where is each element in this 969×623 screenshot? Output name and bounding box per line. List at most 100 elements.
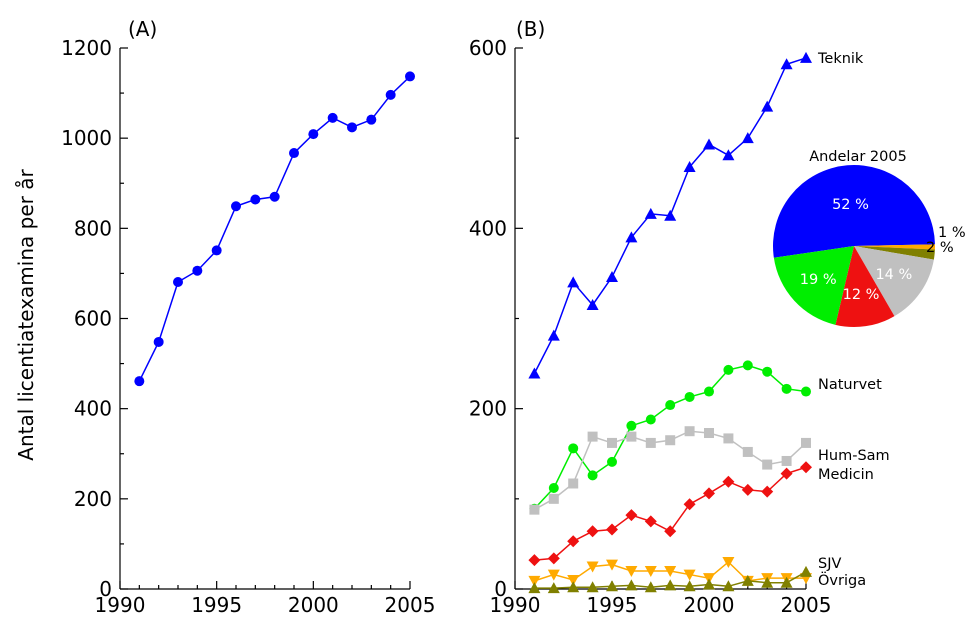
- data-point: [327, 112, 338, 123]
- data-point: [742, 446, 753, 457]
- series-label: Hum-Sam: [818, 448, 890, 464]
- data-point: [529, 504, 540, 515]
- data-point: [586, 581, 599, 593]
- panel-a: 0 200 400 600 800 1000 1200 1990 1995 2000 2005 (A)…: [14, 17, 435, 617]
- data-point: [704, 386, 714, 397]
- pie-slice-label: 19 %: [800, 272, 837, 288]
- series-teknik: Teknik: [528, 51, 864, 379]
- data-point: [684, 391, 695, 402]
- data-point: [801, 386, 811, 397]
- series-medicin: Medicin: [528, 461, 874, 567]
- data-point: [547, 582, 560, 594]
- data-point: [762, 366, 773, 377]
- data-point: [547, 569, 560, 581]
- data-point: [781, 455, 792, 466]
- pie-slice: [835, 246, 895, 328]
- data-point: [567, 581, 580, 593]
- panel-label: (A): [128, 17, 157, 41]
- data-point: [704, 428, 714, 439]
- data-point: [664, 579, 677, 591]
- data-point: [587, 470, 598, 481]
- data-point: [723, 364, 734, 375]
- data-point: [586, 298, 599, 310]
- data-point: [173, 276, 183, 287]
- data-point: [528, 367, 541, 379]
- data-point: [606, 523, 618, 536]
- y-tick-label: 600: [469, 36, 507, 60]
- pie-slice-label: 1 %: [938, 225, 966, 241]
- data-point: [347, 122, 357, 133]
- data-point: [780, 467, 793, 480]
- data-point: [665, 400, 676, 411]
- series--vriga: Övriga: [528, 565, 866, 594]
- data-point: [800, 461, 812, 474]
- data-point: [801, 437, 811, 448]
- data-point: [800, 565, 812, 577]
- data-point: [722, 149, 735, 161]
- data-point: [405, 71, 415, 82]
- panel-label: (B): [516, 17, 545, 41]
- data-point: [780, 58, 793, 70]
- data-point: [664, 209, 677, 221]
- data-point: [741, 574, 754, 586]
- data-point: [547, 329, 560, 341]
- data-point: [607, 437, 617, 448]
- data-point: [567, 276, 580, 288]
- data-point: [528, 575, 541, 587]
- series-label: Medicin: [818, 467, 874, 483]
- pie-slice-label: 52 %: [832, 197, 869, 213]
- x-tick-label: 2000: [288, 593, 339, 617]
- pie-slice: [854, 244, 936, 250]
- data-point: [528, 582, 541, 594]
- y-tick-label: 1200: [61, 36, 112, 60]
- data-point: [683, 569, 696, 581]
- data-point: [684, 426, 695, 437]
- data-point: [366, 114, 377, 125]
- data-point: [548, 483, 559, 494]
- data-point: [683, 161, 696, 173]
- data-point: [586, 525, 599, 538]
- data-point: [625, 231, 638, 243]
- data-point: [703, 578, 715, 590]
- y-tick-label: 200: [74, 487, 112, 511]
- series-hum-sam: Hum-Sam: [529, 426, 890, 515]
- data-point: [742, 360, 753, 371]
- data-point: [761, 576, 774, 588]
- series-sjv: SJV: [528, 556, 841, 587]
- y-tick-label: 400: [74, 397, 112, 421]
- data-point: [645, 437, 656, 448]
- data-point: [683, 498, 696, 511]
- data-point: [664, 525, 677, 538]
- x-tick-label: 1990: [490, 593, 541, 617]
- data-point: [644, 565, 657, 577]
- y-tick-label: 600: [74, 307, 112, 331]
- data-point: [723, 433, 734, 444]
- data-point: [134, 376, 145, 387]
- data-point: [644, 581, 657, 593]
- data-point: [761, 485, 774, 498]
- data-point: [586, 561, 599, 573]
- data-point: [703, 487, 715, 500]
- data-point: [606, 559, 618, 571]
- data-point: [153, 336, 164, 347]
- pie-slice-label: 14 %: [875, 267, 912, 283]
- data-point: [780, 576, 793, 588]
- data-point: [626, 431, 637, 442]
- data-point: [722, 556, 735, 568]
- series-label: Övriga: [818, 571, 866, 589]
- pie-slice: [854, 246, 935, 260]
- series-total: [134, 71, 415, 387]
- data-point: [587, 431, 598, 442]
- data-point: [606, 580, 618, 592]
- data-point: [567, 535, 580, 548]
- y-tick-label: 0: [99, 577, 112, 601]
- data-point: [683, 580, 696, 592]
- pie-slice-label: 2 %: [926, 240, 954, 256]
- pie-slice-label: 12 %: [843, 287, 880, 303]
- data-point: [250, 194, 261, 205]
- x-tick-label: 2000: [684, 593, 735, 617]
- data-point: [568, 443, 579, 454]
- data-point: [567, 574, 580, 586]
- data-point: [741, 132, 754, 144]
